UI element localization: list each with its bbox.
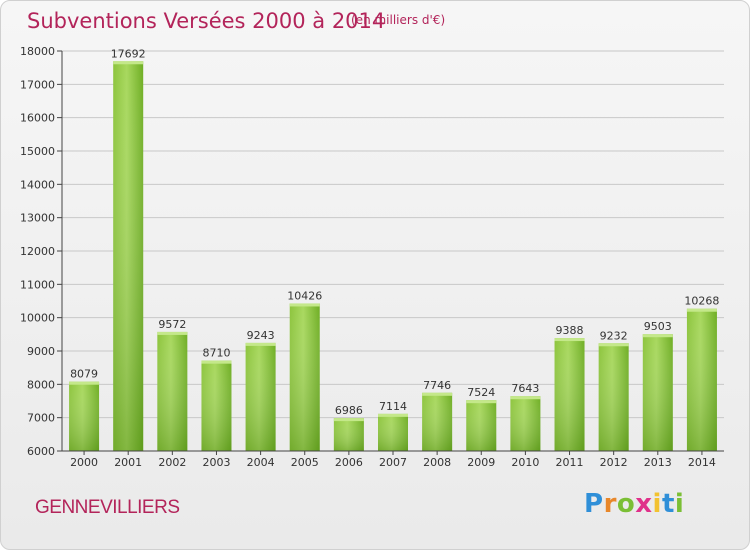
y-tick-label: 18000 — [20, 45, 55, 58]
bar-shade — [510, 396, 541, 451]
bar-2005[interactable] — [289, 303, 320, 451]
data-label: 9503 — [644, 320, 672, 333]
y-tick-label: 12000 — [20, 245, 55, 258]
y-tick-label: 6000 — [27, 445, 55, 458]
bar-2002[interactable] — [157, 331, 188, 451]
bar-highlight — [510, 396, 541, 400]
bar-2012[interactable] — [598, 343, 629, 451]
y-tick-label: 17000 — [20, 78, 55, 91]
y-tick-label: 9000 — [27, 345, 55, 358]
chart-title: Subventions Versées 2000 à 2014 — [27, 9, 386, 33]
x-tick-label: 2005 — [291, 456, 319, 469]
bar-highlight — [157, 331, 188, 335]
y-tick-label: 13000 — [20, 212, 55, 225]
bar-highlight — [333, 418, 364, 422]
x-tick-label: 2011 — [556, 456, 584, 469]
bar-shade — [554, 338, 585, 451]
x-tick-label: 2013 — [644, 456, 672, 469]
data-label: 9243 — [247, 329, 275, 342]
bar-shade — [289, 303, 320, 451]
bar-highlight — [642, 334, 673, 338]
bar-2003[interactable] — [201, 360, 232, 451]
x-tick-label: 2003 — [202, 456, 230, 469]
bar-2009[interactable] — [466, 400, 497, 451]
bar-2013[interactable] — [642, 334, 673, 451]
bar-highlight — [69, 381, 100, 385]
bar-highlight — [598, 343, 629, 347]
data-label: 17692 — [111, 47, 146, 60]
y-tick-label: 11000 — [20, 278, 55, 291]
bar-2014[interactable] — [686, 308, 717, 451]
bar-shade — [201, 360, 232, 451]
x-tick-label: 2012 — [600, 456, 628, 469]
x-tick-label: 2006 — [335, 456, 363, 469]
data-label: 10426 — [287, 289, 322, 302]
data-label: 10268 — [684, 295, 719, 308]
bar-highlight — [466, 400, 497, 404]
bar-shade — [466, 400, 497, 451]
bar-shade — [245, 342, 276, 451]
data-label: 8079 — [70, 368, 98, 381]
x-tick-label: 2002 — [158, 456, 186, 469]
bar-2006[interactable] — [333, 418, 364, 451]
bar-shade — [333, 418, 364, 451]
bar-shade — [113, 61, 144, 452]
x-tick-label: 2007 — [379, 456, 407, 469]
bar-shade — [378, 413, 408, 451]
bar-shade — [69, 381, 100, 451]
bar-highlight — [289, 303, 320, 307]
bar-highlight — [113, 61, 144, 65]
x-tick-label: 2000 — [70, 456, 98, 469]
bar-shade — [642, 334, 673, 451]
bar-2011[interactable] — [554, 338, 585, 451]
x-tick-label: 2009 — [467, 456, 495, 469]
bar-shade — [598, 343, 629, 451]
bar-2007[interactable] — [378, 413, 408, 451]
city-name: GENNEVILLIERS — [35, 497, 180, 518]
y-tick-label: 8000 — [27, 378, 55, 391]
data-label: 7524 — [467, 386, 495, 399]
data-label: 7746 — [423, 379, 451, 392]
bars: 8079 17692 9572 8710 9243 10426 6986 7114 7746 75… — [69, 47, 719, 452]
axes: 6000 7000 8000 9000 10000 11000 12000 13000 1400… — [20, 45, 724, 469]
bar-2008[interactable] — [422, 392, 453, 451]
y-tick-label: 10000 — [20, 312, 55, 325]
y-tick-label: 7000 — [27, 412, 55, 425]
x-tick-label: 2001 — [114, 456, 142, 469]
bar-2004[interactable] — [245, 342, 276, 451]
bar-shade — [157, 331, 188, 451]
bar-highlight — [201, 360, 232, 364]
bar-highlight — [422, 392, 453, 396]
bar-2010[interactable] — [510, 396, 541, 451]
data-label: 9232 — [600, 329, 628, 342]
bar-shade — [686, 308, 717, 451]
y-tick-label: 14000 — [20, 178, 55, 191]
x-tick-label: 2010 — [511, 456, 539, 469]
bar-highlight — [245, 342, 276, 346]
data-label: 6986 — [335, 404, 363, 417]
bar-shade — [422, 392, 453, 451]
y-tick-label: 15000 — [20, 145, 55, 158]
x-tick-label: 2014 — [688, 456, 716, 469]
data-label: 7643 — [511, 382, 539, 395]
chart-subtitle: (en milliers d'€) — [351, 13, 446, 27]
bar-highlight — [554, 338, 585, 342]
bar-highlight — [378, 413, 408, 417]
data-label: 9388 — [556, 324, 584, 337]
bar-2001[interactable] — [113, 61, 144, 452]
x-tick-label: 2008 — [423, 456, 451, 469]
data-label: 7114 — [379, 400, 407, 413]
bar-highlight — [686, 308, 717, 312]
proxiti-logo[interactable]: Proxiti — [584, 489, 685, 519]
data-label: 9572 — [158, 318, 186, 331]
y-tick-label: 16000 — [20, 112, 55, 125]
data-label: 8710 — [202, 347, 230, 360]
bar-2000[interactable] — [69, 381, 100, 451]
x-tick-label: 2004 — [247, 456, 275, 469]
